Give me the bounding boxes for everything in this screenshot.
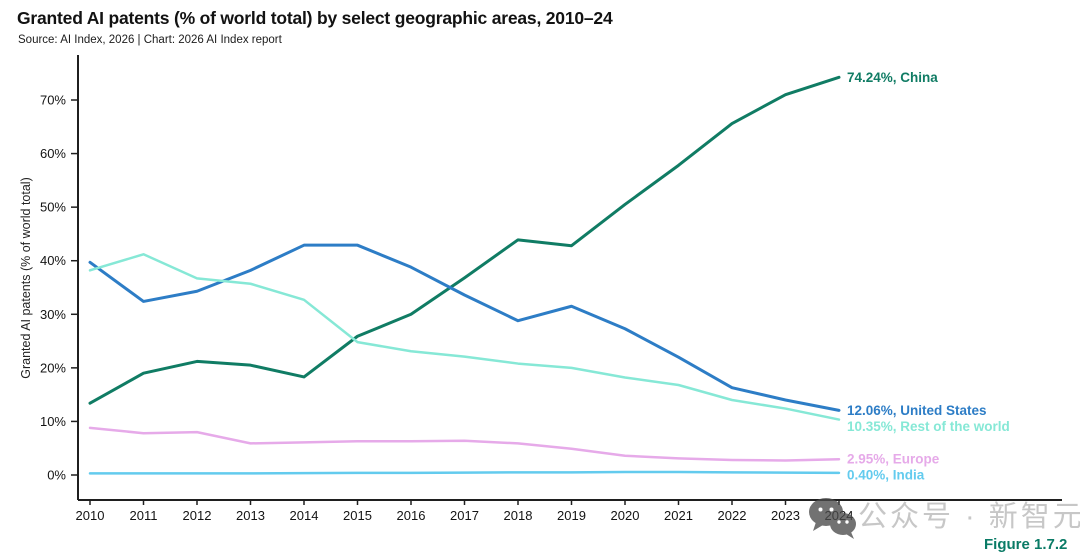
y-tick-label: 60% [40,146,66,161]
y-tick-label: 0% [47,468,66,483]
x-tick-label: 2018 [504,508,533,523]
series-line-china [88,75,841,405]
series-line-rest-of-the-world [88,253,841,421]
x-tick-label: 2021 [664,508,693,523]
x-tick-label: 2024 [825,508,854,523]
chart-source-line: Source: AI Index, 2026 | Chart: 2026 AI … [18,34,282,46]
x-tick-label: 2017 [450,508,479,523]
x-tick-label: 2014 [290,508,319,523]
series-line-europe [88,426,841,462]
series-line-united-states [88,243,841,412]
x-tick-label: 2010 [76,508,105,523]
y-tick-label: 10% [40,414,66,429]
y-tick-label: 30% [40,307,66,322]
x-tick-label: 2019 [557,508,586,523]
figure-caption: Figure 1.7.2 [984,536,1068,553]
series-end-label-europe: 2.95%, Europe [847,452,940,467]
x-tick-label: 2023 [771,508,800,523]
y-tick-label: 20% [40,360,66,375]
y-tick-label: 50% [40,200,66,215]
chart-title: Granted AI patents (% of world total) by… [17,8,613,28]
x-tick-label: 2013 [236,508,265,523]
series-end-label-united-states: 12.06%, United States [847,403,987,418]
series-end-label-china: 74.24%, China [847,70,938,85]
x-tick-label: 2022 [718,508,747,523]
series-line-india [88,470,841,475]
x-tick-label: 2020 [611,508,640,523]
y-axis-title: Granted AI patents (% of world total) [19,177,33,379]
series-end-label-india: 0.40%, India [847,468,925,483]
x-tick-label: 2011 [130,508,158,523]
series-end-label-rest-of-the-world: 10.35%, Rest of the world [847,419,1010,434]
y-tick-label: 40% [40,253,66,268]
x-tick-label: 2015 [343,508,372,523]
x-tick-label: 2016 [397,508,426,523]
y-tick-label: 70% [40,93,66,108]
x-tick-label: 2012 [183,508,212,523]
